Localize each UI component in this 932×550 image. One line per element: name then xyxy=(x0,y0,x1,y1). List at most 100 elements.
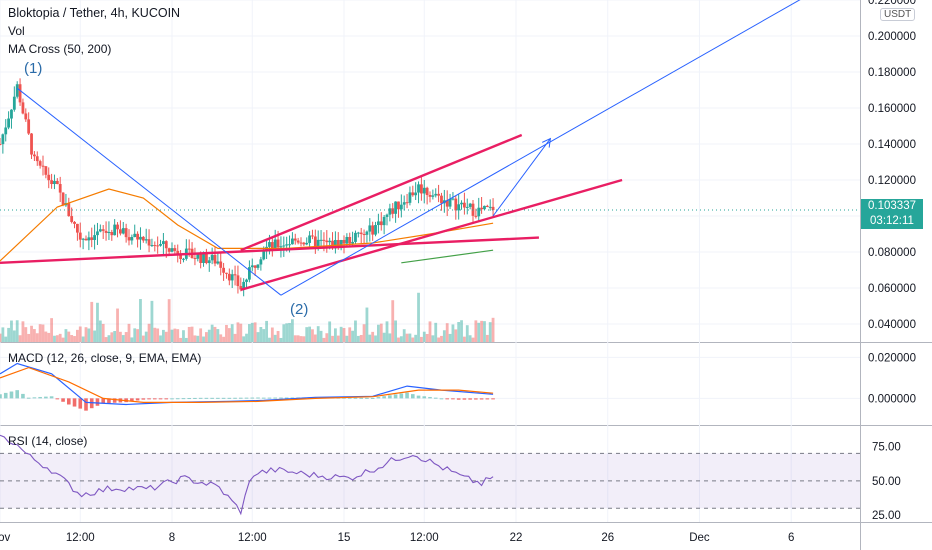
candle xyxy=(474,215,478,217)
time-axis-label: 12:00 xyxy=(238,532,267,544)
volume-bar xyxy=(397,337,400,342)
candle xyxy=(199,254,203,263)
candle xyxy=(348,236,352,244)
candle xyxy=(250,265,254,268)
volume-indicator-label[interactable]: Vol xyxy=(8,24,25,38)
volume-bar xyxy=(113,330,117,342)
volume-bar xyxy=(356,335,360,342)
candle xyxy=(41,165,45,167)
volume-bar xyxy=(468,335,472,342)
volume-bar xyxy=(379,323,383,342)
candle xyxy=(391,208,395,214)
candle xyxy=(230,274,234,281)
price-axis-label: 0.040000 xyxy=(868,319,916,331)
macd-histogram-bar xyxy=(216,397,220,399)
macd-histogram-bar xyxy=(250,397,255,399)
candle xyxy=(173,248,177,251)
candle xyxy=(448,198,452,207)
candle xyxy=(291,238,294,245)
macd-histogram-bar xyxy=(164,398,169,400)
macd-histogram-bar xyxy=(491,398,495,400)
volume-bar xyxy=(405,333,409,342)
price-axis-label: 0.080000 xyxy=(868,247,916,259)
candle xyxy=(431,195,435,197)
candle xyxy=(162,241,165,245)
rsi-indicator-label[interactable]: RSI (14, close) xyxy=(8,434,88,448)
price-axis-label: 0.060000 xyxy=(868,283,916,295)
volume-bar xyxy=(253,322,257,342)
volume-bar xyxy=(207,329,211,342)
candle xyxy=(116,224,119,230)
volume-bar xyxy=(67,331,71,342)
wave-1-annotation: (1) xyxy=(24,60,43,77)
macd-histogram-bar xyxy=(365,397,369,399)
volume-bar xyxy=(30,325,33,342)
volume-bar xyxy=(222,336,225,342)
candle xyxy=(245,279,248,282)
candle xyxy=(93,235,96,240)
candle xyxy=(377,221,380,226)
projection-line xyxy=(16,87,282,296)
candle xyxy=(101,229,105,231)
rsi-band xyxy=(0,453,860,509)
candle xyxy=(414,192,418,196)
volume-bar xyxy=(136,329,139,342)
macd-indicator-label[interactable]: MACD (12, 26, close, 9, EMA, EMA) xyxy=(8,351,202,365)
volume-bar xyxy=(354,320,357,342)
macd-axis-label: 0.020000 xyxy=(868,352,916,364)
projection-line xyxy=(492,138,551,217)
volume-bar xyxy=(420,336,423,342)
volume-bar xyxy=(422,331,426,342)
macd-histogram-bar xyxy=(198,397,203,399)
volume-bar xyxy=(313,334,317,342)
candle xyxy=(463,202,466,208)
volume-bar xyxy=(448,333,452,342)
time-axis-label: 12:00 xyxy=(410,532,439,544)
macd-histogram-bar xyxy=(78,398,83,409)
volume-bar xyxy=(331,335,334,342)
candle xyxy=(276,239,280,248)
volume-bar xyxy=(190,326,194,342)
macd-histogram-bar xyxy=(399,393,404,399)
macd-histogram-bar xyxy=(135,398,140,401)
candle xyxy=(336,240,340,249)
volume-bar xyxy=(98,320,102,342)
volume-bar xyxy=(319,330,323,342)
volume-bar xyxy=(236,322,240,342)
volume-bar xyxy=(359,334,363,342)
macd-histogram-bar xyxy=(273,397,277,399)
candle xyxy=(7,118,10,128)
volume-bar xyxy=(119,331,122,342)
time-axis-label: 8 xyxy=(169,532,175,544)
volume-bar xyxy=(141,335,145,342)
volume-bar xyxy=(87,328,91,342)
rsi-axis-label: 50.00 xyxy=(872,476,901,488)
currency-button[interactable]: USDT xyxy=(880,8,916,21)
volume-bar xyxy=(316,326,320,342)
volume-bar xyxy=(293,335,297,342)
candle xyxy=(417,184,420,193)
macd-histogram-bar xyxy=(175,398,180,400)
macd-histogram-bar xyxy=(405,392,409,399)
candle xyxy=(402,202,406,205)
macd-histogram-bar xyxy=(445,398,449,400)
volume-bar xyxy=(339,326,343,342)
candle xyxy=(351,241,354,244)
volume-bar xyxy=(299,336,303,342)
candle xyxy=(325,240,329,243)
candle xyxy=(18,84,22,103)
ma-cross-indicator-label[interactable]: MA Cross (50, 200) xyxy=(8,42,112,56)
macd-histogram-bar xyxy=(279,397,283,399)
signal-line xyxy=(0,366,494,403)
volume-bar xyxy=(311,329,314,342)
bar-countdown: 03:12:11 xyxy=(870,215,914,227)
volume-bar xyxy=(262,329,266,342)
candle xyxy=(110,232,114,236)
volume-bar xyxy=(1,327,5,342)
volume-bar xyxy=(457,321,461,342)
candle xyxy=(394,201,397,214)
candle xyxy=(12,96,16,110)
volume-bar xyxy=(41,324,45,342)
chart-title[interactable]: Bloktopia / Tether, 4h, KUCOIN xyxy=(8,6,181,20)
